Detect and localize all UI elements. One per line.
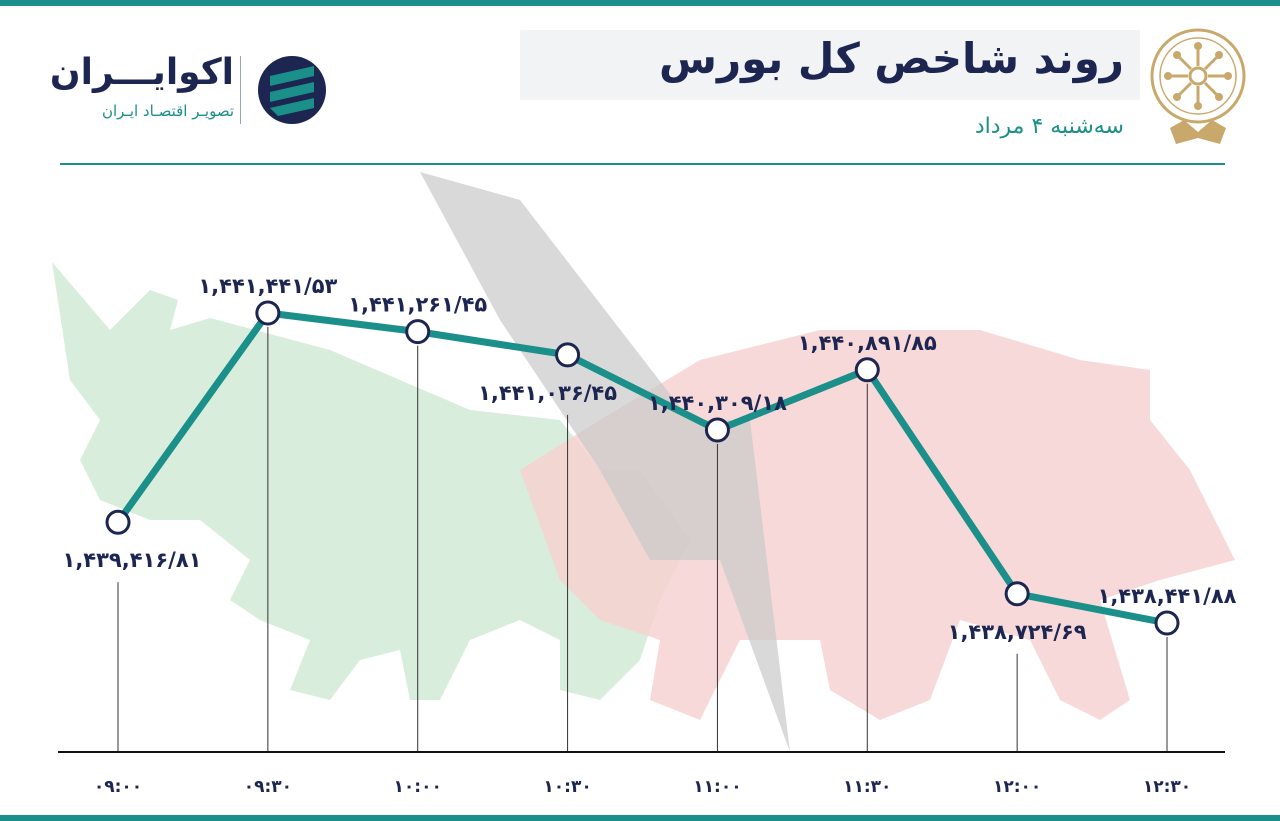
- brand-name: اکوایـــران: [49, 52, 234, 93]
- value-label: ۱,۴۴۱,۴۴۱/۵۳: [198, 274, 337, 298]
- page-title: روند شاخص کل بورس: [659, 34, 1124, 83]
- header-divider: [60, 163, 1225, 165]
- x-tick-label: ۰۹:۳۰: [244, 777, 292, 797]
- data-point: [555, 342, 581, 368]
- stock-exchange-seal-icon: [1150, 28, 1246, 144]
- data-point: [1154, 610, 1180, 636]
- value-label: ۱,۴۴۰,۳۰۹/۱۸: [648, 391, 787, 415]
- title-band: [520, 30, 1140, 100]
- value-label: ۱,۴۳۹,۴۱۶/۸۱: [63, 548, 202, 572]
- value-label: ۱,۴۴۰,۸۹۱/۸۵: [798, 331, 937, 355]
- data-point: [255, 300, 281, 326]
- bottom-border: [0, 815, 1280, 821]
- data-point: [854, 357, 880, 383]
- date-subtitle: سه‌شنبه ۴ مرداد: [974, 114, 1124, 139]
- data-point: [105, 509, 131, 535]
- brand-tagline: تصویـر اقتصـاد ایـران: [101, 102, 234, 120]
- x-tick-label: ۰۹:۰۰: [94, 777, 142, 797]
- value-label: ۱,۴۳۸,۷۲۴/۶۹: [948, 620, 1087, 644]
- value-label: ۱,۴۴۱,۰۳۶/۴۵: [478, 381, 617, 405]
- guide-lines: [117, 327, 1168, 752]
- data-point: [704, 417, 730, 443]
- data-point: [1004, 581, 1030, 607]
- x-tick-label: ۱۰:۰۰: [394, 777, 442, 797]
- top-border: [0, 0, 1280, 6]
- brand-divider: [240, 56, 241, 124]
- ecoiran-logo-icon: [258, 56, 326, 124]
- x-tick-label: ۱۱:۳۰: [843, 777, 891, 797]
- down-arrow-shape: [420, 172, 790, 752]
- bull-silhouette: [52, 262, 690, 700]
- value-label: ۱,۴۴۱,۲۶۱/۴۵: [348, 293, 487, 317]
- value-labels: ۱,۴۳۹,۴۱۶/۸۱ ۱,۴۴۱,۴۴۱/۵۳ ۱,۴۴۱,۲۶۱/۴۵ ۱,۴۴…: [63, 274, 1237, 644]
- x-tick-label: ۱۰:۳۰: [543, 777, 591, 797]
- data-point: [405, 319, 431, 345]
- data-points: [105, 300, 1180, 636]
- x-tick-labels: ۰۹:۰۰ ۰۹:۳۰ ۱۰:۰۰ ۱۰:۳۰ ۱۱:۰۰ ۱۱:۳۰ ۱۲:۰۰ ۱۲:۳۰: [94, 777, 1191, 797]
- x-tick-label: ۱۲:۰۰: [993, 777, 1041, 797]
- brand-block: اکوایـــران تصویـر اقتصـاد ایـران: [50, 52, 340, 132]
- x-tick-label: ۱۱:۰۰: [693, 777, 741, 797]
- x-tick-label: ۱۲:۳۰: [1143, 777, 1191, 797]
- value-label: ۱,۴۳۸,۴۴۱/۸۸: [1098, 584, 1237, 608]
- series-line: [115, 309, 1168, 627]
